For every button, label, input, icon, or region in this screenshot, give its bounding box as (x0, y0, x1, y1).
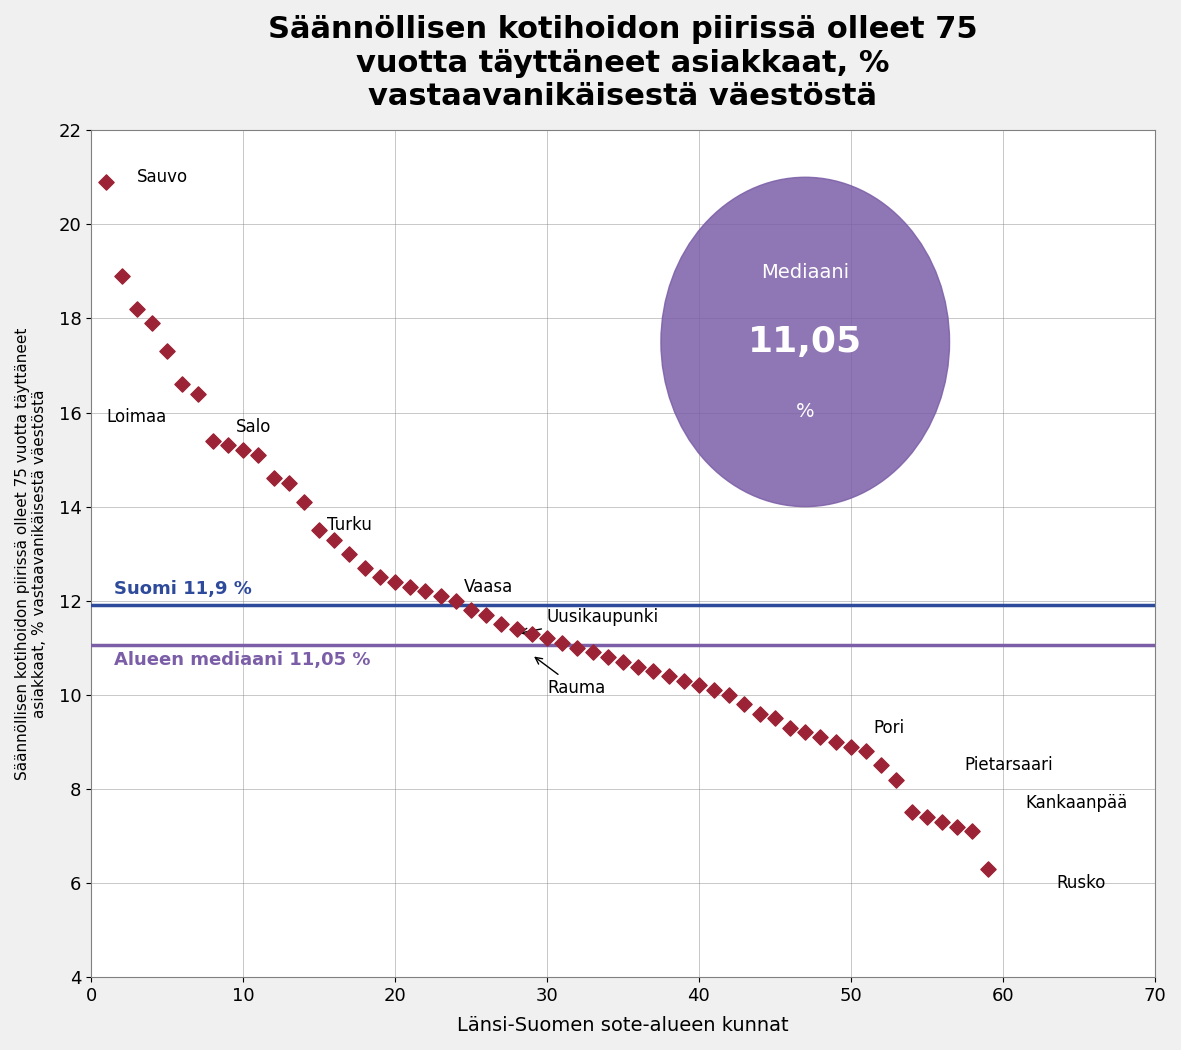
Point (172, 376, 191, 393)
Ellipse shape (661, 177, 950, 507)
Point (112, 268, 131, 285)
Point (765, 710, 784, 727)
Point (234, 442, 253, 459)
Point (856, 743, 875, 760)
Point (781, 719, 800, 736)
Point (492, 616, 511, 633)
Point (947, 818, 966, 835)
Point (963, 823, 981, 840)
Point (918, 808, 937, 825)
Point (978, 861, 997, 878)
Point (279, 475, 298, 491)
Point (705, 681, 724, 698)
Text: Mediaani: Mediaani (762, 264, 849, 282)
Point (690, 677, 709, 694)
Point (340, 545, 359, 562)
Point (599, 649, 618, 666)
Text: Alueen mediaani 11,05 %: Alueen mediaani 11,05 % (115, 651, 371, 669)
Point (309, 522, 328, 539)
Point (659, 668, 678, 685)
Point (97, 173, 116, 190)
Text: Pori: Pori (874, 719, 905, 737)
Point (249, 446, 268, 463)
Point (355, 560, 374, 576)
Text: Turku: Turku (327, 517, 372, 534)
Text: Salo: Salo (235, 418, 270, 436)
Text: Rusko: Rusko (1056, 874, 1105, 892)
Point (386, 573, 405, 590)
Point (613, 653, 632, 670)
Point (128, 300, 146, 317)
Point (628, 658, 647, 675)
Text: Suomi 11,9 %: Suomi 11,9 % (115, 581, 252, 598)
Point (294, 494, 313, 510)
Title: Säännöllisen kotihoidon piirissä olleet 75
vuotta täyttäneet asiakkaat, %
vastaa: Säännöllisen kotihoidon piirissä olleet … (268, 15, 978, 111)
Point (416, 583, 435, 600)
Point (750, 706, 769, 722)
Point (553, 634, 572, 651)
Point (644, 663, 663, 679)
Point (325, 531, 344, 548)
Point (446, 592, 465, 609)
Text: Pietarsaari: Pietarsaari (965, 756, 1053, 775)
Point (568, 639, 587, 656)
Point (462, 602, 481, 618)
Text: %: % (796, 401, 815, 421)
Text: Sauvo: Sauvo (137, 168, 188, 186)
Text: Loimaa: Loimaa (106, 408, 167, 426)
Point (477, 607, 496, 624)
Point (933, 814, 952, 831)
Point (827, 734, 846, 751)
Point (887, 771, 906, 788)
Point (143, 315, 162, 332)
Point (371, 569, 390, 586)
Point (218, 437, 237, 454)
Point (674, 672, 693, 689)
Point (583, 644, 602, 660)
Y-axis label: Säännöllisen kotihoidon piirissä olleet 75 vuotta täyttäneet
asiakkaat, % vastaa: Säännöllisen kotihoidon piirissä olleet … (15, 328, 47, 780)
Text: 11,05: 11,05 (748, 324, 862, 359)
X-axis label: Länsi-Suomen sote-alueen kunnat: Länsi-Suomen sote-alueen kunnat (457, 1016, 789, 1035)
Point (158, 343, 177, 360)
Text: Vaasa: Vaasa (463, 578, 513, 595)
Point (720, 687, 739, 704)
Point (811, 729, 830, 746)
Point (841, 738, 860, 755)
Point (537, 630, 556, 647)
Point (507, 621, 526, 637)
Point (872, 757, 890, 774)
Point (188, 385, 207, 402)
Point (735, 696, 753, 713)
Text: Uusikaupunki: Uusikaupunki (521, 608, 659, 635)
Text: Rauma: Rauma (535, 657, 605, 697)
Point (431, 588, 450, 605)
Point (796, 724, 815, 741)
Point (902, 804, 921, 821)
Point (203, 433, 222, 449)
Text: Kankaanpää: Kankaanpää (1025, 794, 1128, 812)
Point (522, 625, 541, 642)
Point (265, 470, 283, 487)
Point (400, 579, 419, 595)
